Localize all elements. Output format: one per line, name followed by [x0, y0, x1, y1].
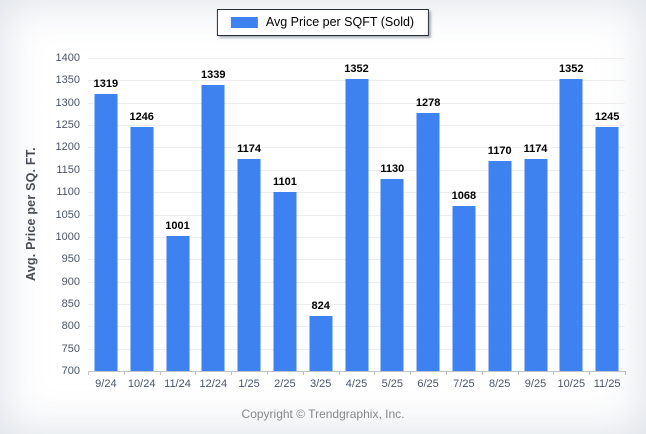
y-tick-label: 850: [61, 297, 80, 310]
bar-value-label: 1174: [237, 143, 262, 156]
bar: [94, 94, 118, 371]
x-tick-mark: [88, 371, 89, 375]
x-tick-mark: [267, 371, 268, 375]
y-tick-label: 800: [61, 320, 80, 333]
bar-value-label: 1001: [165, 220, 190, 233]
bar-value-label: 1352: [344, 63, 369, 76]
bar: [166, 236, 189, 371]
y-tick-label: 1400: [55, 52, 80, 64]
x-tick-mark: [195, 371, 197, 375]
y-tick-label: 1300: [55, 96, 80, 109]
y-tick-label: 950: [61, 253, 80, 266]
legend: Avg Price per SQFT (Sold): [216, 9, 430, 36]
x-axis-label: 9/25: [524, 378, 547, 390]
x-axis-label: 4/25: [345, 378, 368, 390]
x-tick-mark: [410, 371, 412, 375]
bar: [416, 112, 440, 371]
x-tick-mark: [123, 371, 125, 375]
bar: [488, 160, 512, 371]
bar-value-label: 1174: [523, 143, 548, 156]
y-tick-label: 1000: [55, 230, 80, 243]
x-axis-label: 2/25: [274, 378, 296, 390]
bar-value-label: 1319: [93, 78, 119, 91]
bar: [380, 178, 404, 371]
legend-label: Avg Price per SQFT (Sold): [265, 15, 415, 29]
x-axis-label: 10/25: [557, 378, 586, 390]
bar-value-label: 824: [311, 299, 330, 312]
x-tick-mark: [553, 371, 555, 375]
plot-area: 700 750 800 850 900 950 1000 1050 1100 1150 1200 12…: [56, 52, 626, 390]
bar-value-label: 1246: [129, 110, 154, 123]
x-tick-mark: [302, 371, 304, 375]
bar: [559, 79, 583, 371]
bar-value-label: 1352: [559, 63, 584, 76]
x-tick-mark: [517, 371, 519, 375]
x-tick-mark: [338, 371, 340, 375]
bar-value-label: 1245: [594, 111, 620, 124]
bar: [345, 79, 368, 371]
bar-value-label: 1068: [451, 190, 477, 203]
y-tick-label: 1200: [55, 141, 80, 154]
y-tick-label: 750: [61, 342, 80, 355]
x-tick-mark: [589, 371, 591, 375]
x-tick-mark: [625, 371, 626, 375]
x-axis-label: 7/25: [453, 378, 475, 390]
bar-value-label: 1339: [201, 69, 226, 82]
y-tick-label: 900: [61, 275, 80, 288]
x-tick-mark: [481, 371, 483, 375]
x-axis-label: 6/25: [417, 378, 439, 390]
x-axis-label: 5/25: [381, 378, 404, 390]
x-axis-label: 8/25: [488, 378, 511, 390]
y-tick-label: 1050: [55, 208, 80, 221]
bar: [201, 85, 225, 371]
bar: [130, 126, 154, 371]
x-tick-mark: [231, 371, 233, 375]
x-axis-label: 9/24: [95, 378, 117, 390]
x-axis-label: 3/25: [309, 378, 332, 390]
y-axis-title: Avg. Price per SQ. FT.: [24, 147, 38, 282]
bar-value-label: 1278: [415, 96, 441, 109]
legend-swatch-icon: [230, 16, 258, 28]
bar: [452, 206, 476, 371]
y-tick-label: 1350: [55, 74, 80, 87]
y-tick-label: 1150: [56, 163, 80, 176]
bar-value-label: 1101: [272, 175, 297, 188]
bar: [309, 315, 333, 371]
y-tick-label: 1100: [56, 186, 80, 199]
copyright: Copyright © Trendgraphix, Inc.: [241, 407, 405, 421]
bar: [273, 191, 297, 371]
bar-value-label: 1130: [380, 162, 405, 175]
x-axis-label: 12/24: [199, 378, 228, 390]
y-tick-label: 700: [61, 365, 80, 377]
x-axis-label: 11/25: [593, 378, 621, 390]
bar: [595, 127, 619, 371]
x-axis-label: 1/25: [238, 378, 260, 390]
y-tick-label: 1250: [55, 119, 80, 132]
gridline: [88, 58, 625, 59]
x-tick-mark: [159, 371, 161, 375]
x-axis-label: 10/24: [127, 378, 156, 390]
x-tick-mark: [446, 371, 447, 375]
bar: [237, 159, 261, 371]
x-tick-mark: [374, 371, 376, 375]
bar: [524, 159, 547, 371]
x-axis-label: 11/24: [164, 378, 191, 390]
bar-value-label: 1170: [487, 144, 512, 157]
